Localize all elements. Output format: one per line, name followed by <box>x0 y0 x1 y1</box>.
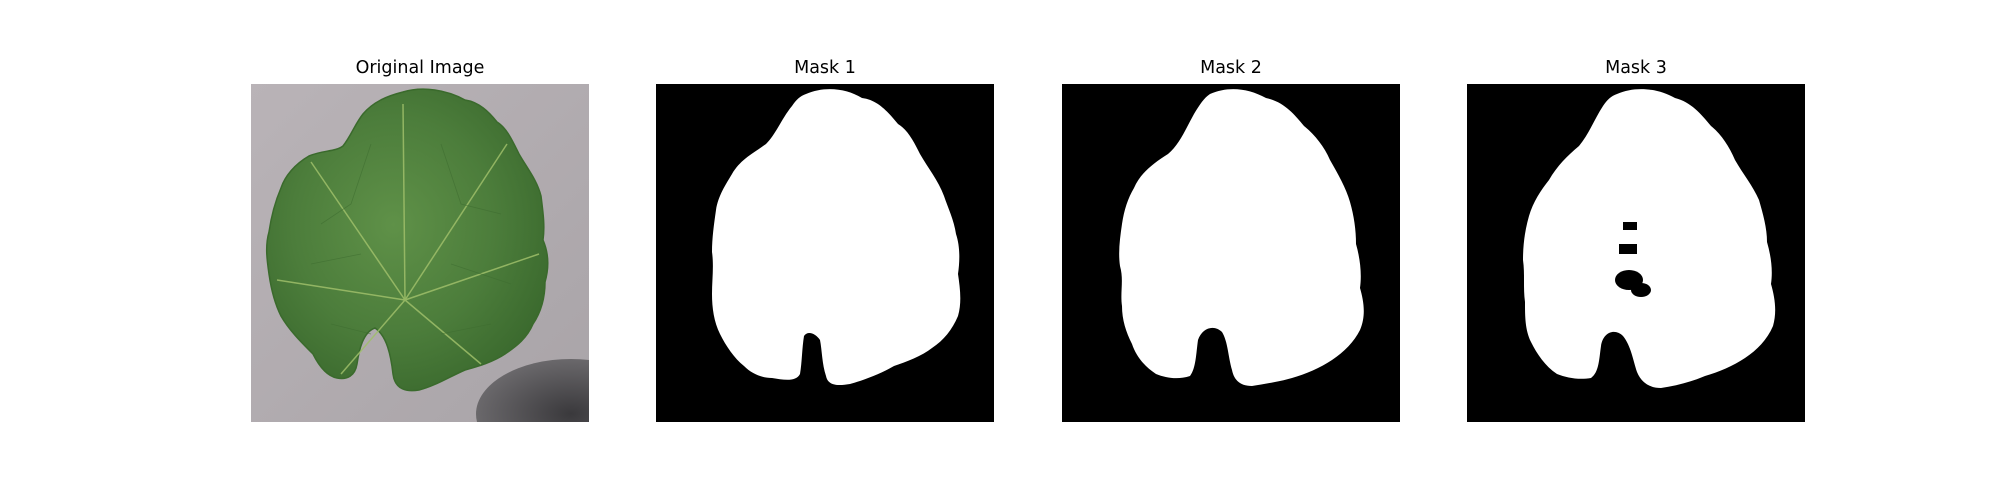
mask-2 <box>1062 84 1400 422</box>
mask-2-leaf-region <box>1119 89 1364 386</box>
panel-title-mask-2: Mask 2 <box>1200 58 1262 78</box>
leaf-veins <box>276 103 540 375</box>
mask-2-image <box>1062 84 1400 422</box>
leaf <box>265 88 549 392</box>
mask-3-image <box>1467 84 1805 422</box>
panel-title-mask-3: Mask 3 <box>1605 58 1667 78</box>
panel-title-original: Original Image <box>355 58 485 78</box>
mask-3 <box>1467 84 1805 422</box>
leaf-photo <box>251 84 589 422</box>
mask-3-holes <box>1615 222 1651 297</box>
mask-1-leaf-region <box>712 89 961 386</box>
shadow <box>476 359 589 422</box>
mask-3-leaf-region <box>1523 89 1776 388</box>
original-image <box>251 84 589 422</box>
panel-title-mask-1: Mask 1 <box>794 58 856 78</box>
mask-1-image <box>656 84 994 422</box>
mask-1 <box>656 84 994 422</box>
